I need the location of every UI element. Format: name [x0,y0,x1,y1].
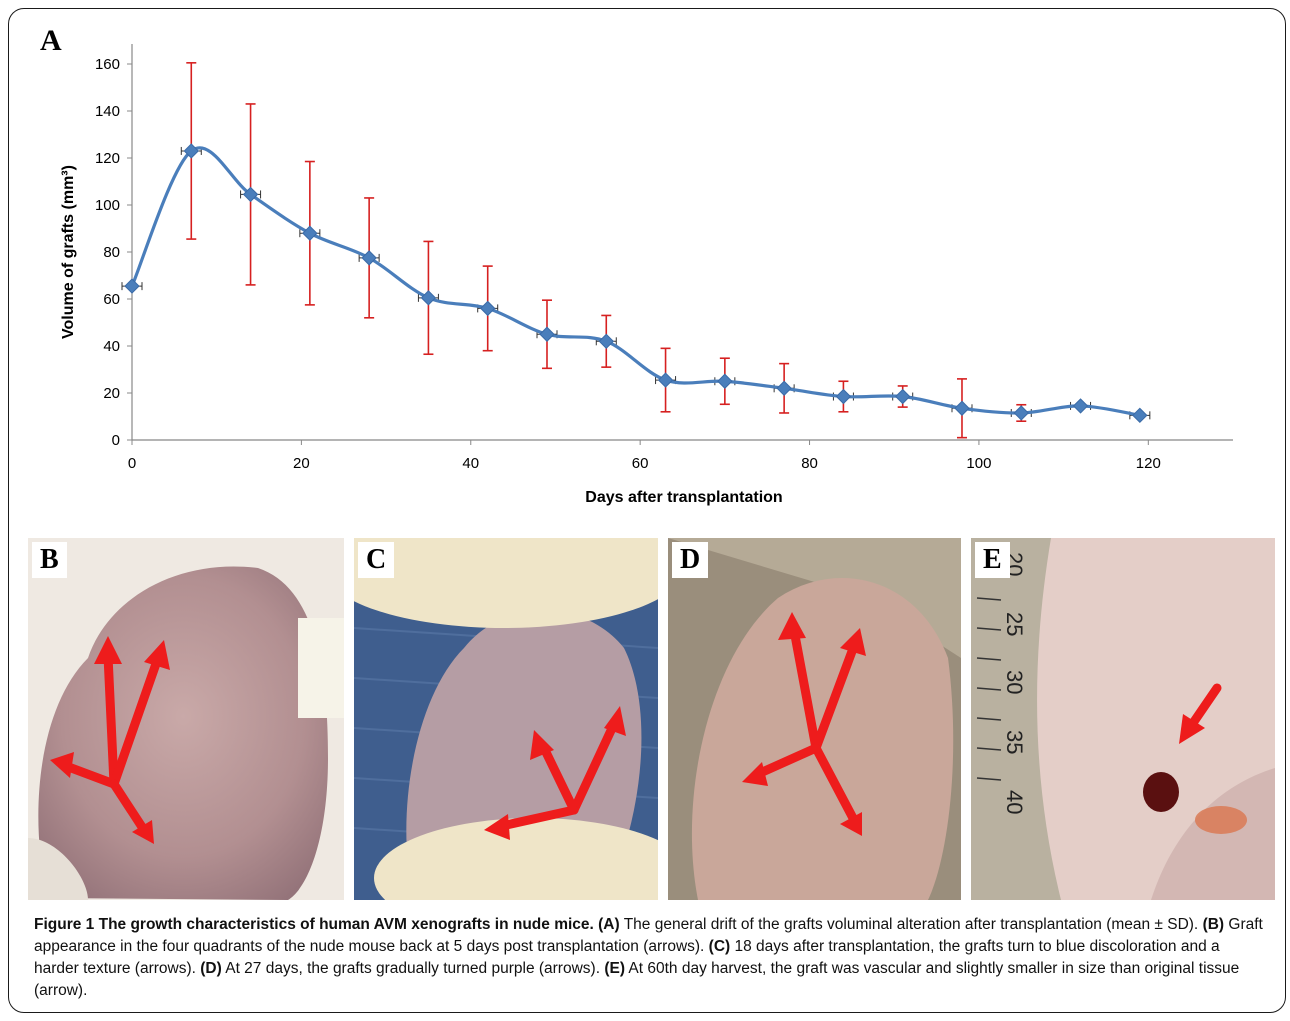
data-point [242,186,259,203]
ruler-number-25: 25 [1002,612,1027,636]
x-tick-label: 0 [128,455,136,472]
data-point [835,388,852,405]
data-point [717,373,733,389]
data-point [776,380,792,397]
caption-b-tag: (B) [1202,916,1225,933]
y-tick-labels: 0 20 40 60 80 100 120 140 160 [95,56,132,449]
photo-c-label: C [358,542,395,578]
y-tick-label: 160 [95,56,120,73]
caption-e-tag: (E) [604,960,625,977]
x-tick-label: 100 [966,455,991,472]
y-tick-label: 140 [95,103,120,120]
caption-c-tag: (C) [708,938,731,955]
data-markers [124,143,1148,424]
photo-b-label: B [32,542,67,578]
photo-panel-b: B [28,538,344,900]
ruler-number-30: 30 [1002,670,1027,694]
caption-d-text: At 27 days, the grafts gradually turned … [221,960,605,977]
volume-chart: A 0 20 40 60 80 100 120 020406080100120140160 … [40,24,1233,506]
x-tick-label: 40 [462,455,479,472]
data-point [420,290,437,306]
photo-e-label: E [975,542,1010,578]
data-point [539,326,555,342]
x-tick-label: 60 [632,455,649,472]
caption-d-tag: (D) [200,960,222,977]
figure-frame [8,8,1286,1013]
data-point [657,372,674,388]
x-tick-labels: 0 20 40 60 80 100 120 [128,440,1161,472]
caption-a-text: The general drift of the grafts volumina… [619,916,1203,933]
data-point [124,278,140,294]
caption-e-text: At 60th day harvest, the graft was vascu… [34,960,1240,999]
x-tick-label: 120 [1136,455,1161,472]
photo-e-image: 20 25 30 35 40 [971,538,1275,900]
error-bars [121,62,1151,439]
photo-panel-d: D [668,538,961,900]
y-tick-label: 60 [103,291,120,308]
panel-a-label: A [40,24,62,57]
caption-c-text: 18 days after transplantation, the graft… [34,938,1220,977]
x-tick-label: 20 [293,455,310,472]
caption-a-tag: (A) [598,916,620,933]
y-tick-label: 80 [103,244,120,261]
data-point [1013,405,1029,421]
y-tick-label: 40 [103,338,120,355]
ruler-number-35: 35 [1002,730,1027,754]
photo-c-image [354,538,658,900]
data-point [302,225,318,241]
y-tick-label: 100 [95,197,120,214]
data-point [894,388,911,405]
data-point [1132,407,1148,424]
data-point [598,333,614,350]
photo-b-image [28,538,344,900]
figure-caption: Figure 1 The growth characteristics of h… [34,914,1264,1002]
photo-d-label: D [672,542,709,578]
data-point [183,143,199,159]
ruler-number-40: 40 [1002,790,1027,814]
harvested-graft [1143,772,1179,812]
y-axis-label: Volume of grafts (mm³) [60,165,77,339]
data-point [361,250,377,266]
photo-panel-e: 20 25 30 35 40 E [971,538,1275,900]
caption-b-text: Graft appearance in the four quadrants o… [34,916,1263,955]
y-tick-label: 120 [95,150,120,167]
photo-d-image [668,538,961,900]
chart-axes [131,44,1233,441]
x-axis-label: Days after transplantation [585,489,782,506]
y-tick-label: 0 [112,432,120,449]
data-point [954,400,970,416]
data-point [1072,398,1089,414]
caption-title: Figure 1 The growth characteristics of h… [34,916,594,933]
x-tick-label: 80 [801,455,818,472]
y-tick-label: 20 [103,385,120,402]
series-line [130,146,1141,417]
photo-panel-c: C [354,538,658,900]
data-point [480,300,496,317]
